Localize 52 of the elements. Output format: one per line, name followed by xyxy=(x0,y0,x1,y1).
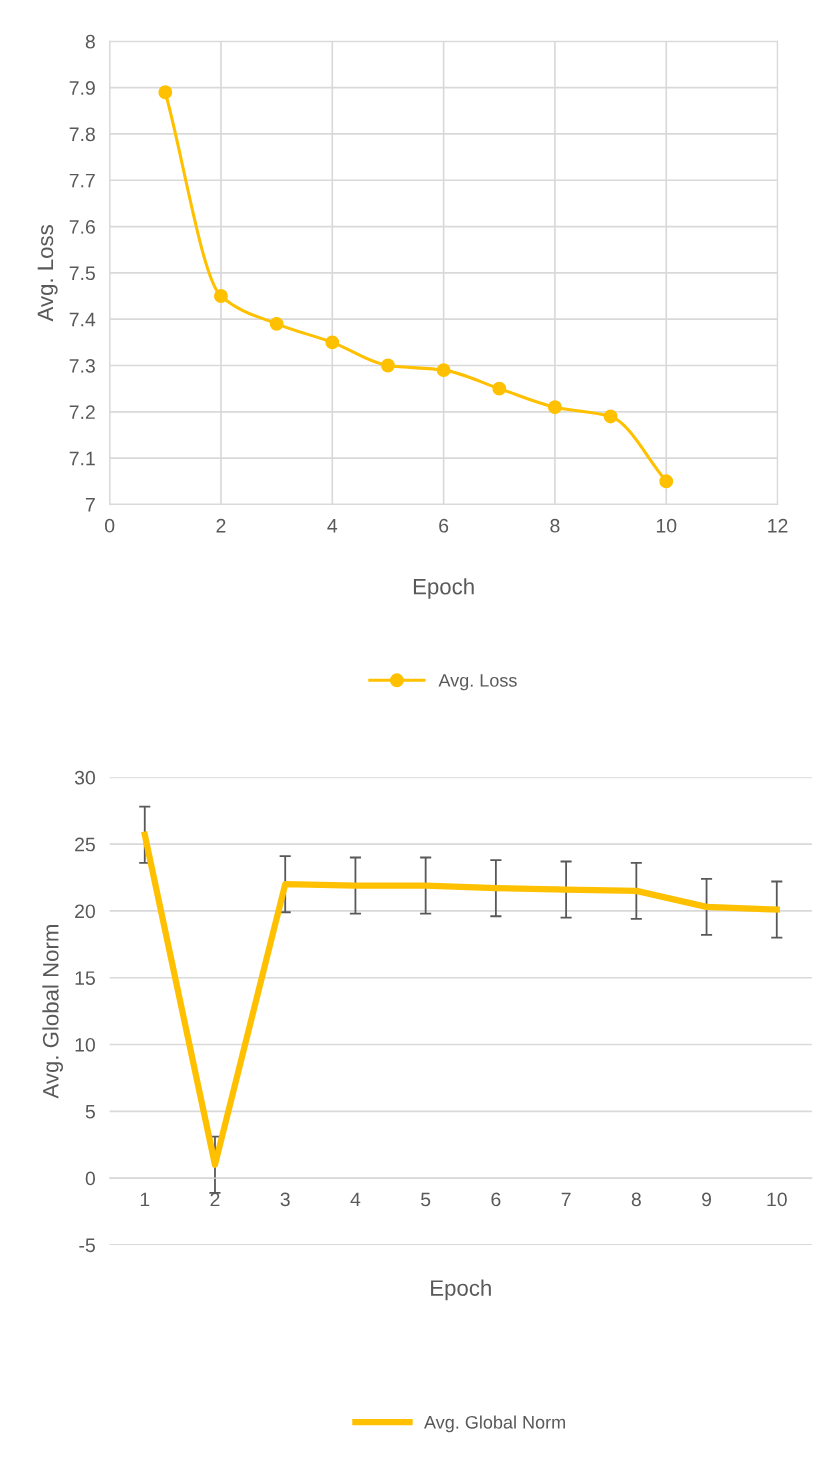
y-tick-label: 7.3 xyxy=(69,358,95,373)
x-tick-label: 7 xyxy=(561,1192,571,1207)
y-tick-label: 0 xyxy=(85,1171,95,1186)
point xyxy=(436,363,451,378)
x-tick-label: 5 xyxy=(421,1192,431,1207)
y-tick-label: 8 xyxy=(85,34,95,49)
x-tick-label: 1 xyxy=(140,1192,150,1207)
y-tick-label: 7.9 xyxy=(69,81,95,95)
y-axis-title: Avg. Global Norm xyxy=(42,925,64,1099)
x-tick-label: 6 xyxy=(491,1192,501,1207)
x-axis-title: Epoch xyxy=(413,578,474,599)
x-tick-label: 3 xyxy=(280,1192,290,1207)
y-tick-label: 30 xyxy=(74,770,95,785)
y-tick-label: 7.6 xyxy=(69,220,95,234)
x-tick-label: 8 xyxy=(550,518,560,533)
x-tick-label: 2 xyxy=(210,1192,220,1207)
point xyxy=(381,358,395,373)
x-tick-label: 10 xyxy=(767,1192,787,1207)
point xyxy=(325,335,340,350)
y-axis-title: Avg. Loss xyxy=(37,225,58,322)
y-tick-label: -5 xyxy=(79,1238,95,1253)
point xyxy=(158,85,173,100)
y-tick-label: 7.1 xyxy=(69,451,95,466)
point xyxy=(603,409,618,424)
y-tick-label: 7.5 xyxy=(69,266,95,281)
y-tick-label: 7.4 xyxy=(69,312,96,327)
y-tick-label: 25 xyxy=(75,837,95,852)
x-tick-label: 2 xyxy=(216,518,226,533)
x-tick-label: 10 xyxy=(656,518,677,533)
y-tick-label: 7.2 xyxy=(69,405,95,419)
x-tick-label: 4 xyxy=(350,1192,361,1207)
legend-label: Avg. Global Norm xyxy=(424,1415,565,1433)
y-tick-label: 7.7 xyxy=(69,173,95,188)
y-tick-label: 7 xyxy=(85,498,95,512)
point xyxy=(214,289,228,303)
y-tick-label: 5 xyxy=(85,1104,95,1119)
legend-label: Avg. Loss xyxy=(438,674,517,691)
point xyxy=(492,381,507,396)
x-tick-label: 12 xyxy=(768,518,788,533)
x-tick-label: 6 xyxy=(439,518,449,533)
x-tick-label: 4 xyxy=(327,519,338,533)
y-tick-label: 20 xyxy=(75,904,95,919)
x-tick-label: 8 xyxy=(631,1192,641,1207)
y-tick-label: 15 xyxy=(75,971,95,985)
point xyxy=(547,400,562,415)
x-tick-label: 0 xyxy=(105,518,115,533)
y-tick-label: 10 xyxy=(75,1037,95,1052)
point xyxy=(269,316,284,331)
point xyxy=(659,474,674,489)
y-tick-label: 7.8 xyxy=(69,127,95,142)
x-axis-title: Epoch xyxy=(431,1279,491,1301)
x-tick-label: 9 xyxy=(702,1192,712,1207)
